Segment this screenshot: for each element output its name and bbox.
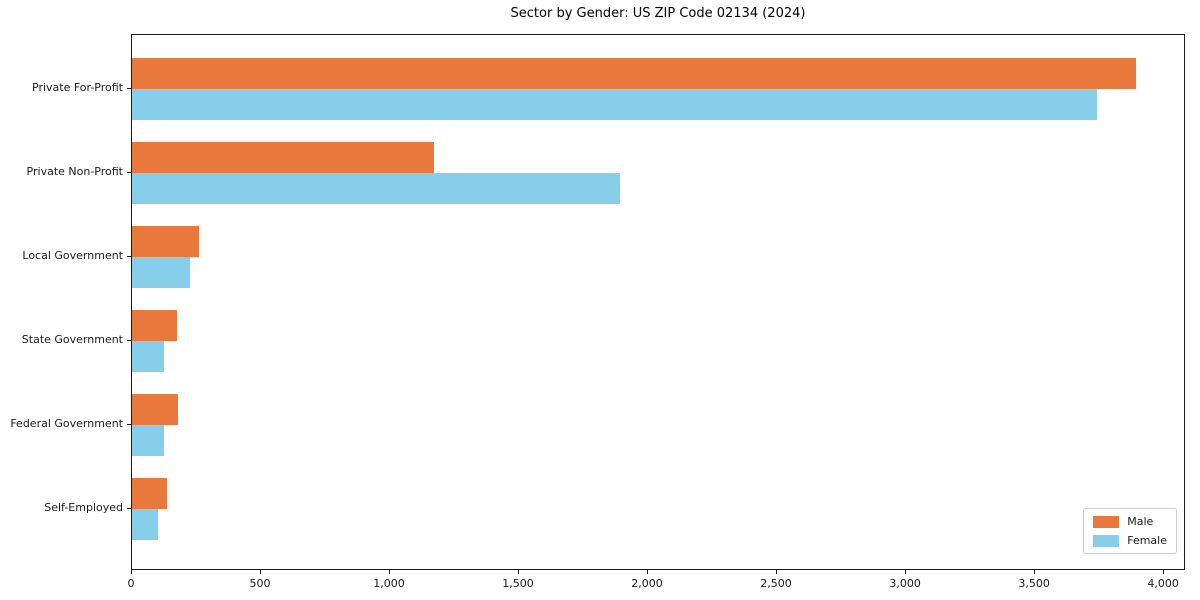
bar-male-local-government <box>132 226 200 257</box>
legend-swatch-male <box>1093 515 1120 528</box>
y-tick-label-private-non-profit: Private Non-Profit <box>26 165 123 178</box>
y-tick-label-local-government: Local Government <box>22 249 123 262</box>
bar-male-state-government <box>132 310 178 341</box>
y-tick-label-self-employed: Self-Employed <box>44 501 123 514</box>
legend-row-male: Male <box>1093 515 1167 528</box>
x-tick-mark <box>389 570 391 574</box>
bar-female-state-government <box>132 341 165 372</box>
x-tick-mark <box>776 570 778 574</box>
y-tick-mark <box>127 424 131 426</box>
x-tick-mark <box>1163 570 1165 574</box>
y-tick-mark <box>127 88 131 90</box>
bar-male-federal-government <box>132 394 179 425</box>
legend-label-male: Male <box>1127 515 1154 528</box>
x-tick-mark <box>905 570 907 574</box>
x-tick-label-3-500: 3,500 <box>1018 577 1050 590</box>
x-tick-mark <box>518 570 520 574</box>
chart-title: Sector by Gender: US ZIP Code 02134 (202… <box>510 6 806 21</box>
x-tick-label-3-000: 3,000 <box>889 577 921 590</box>
legend: Male Female <box>1083 508 1177 554</box>
x-tick-mark <box>131 570 133 574</box>
legend-row-female: Female <box>1093 534 1167 547</box>
y-tick-mark <box>127 340 131 342</box>
bar-male-private-for-profit <box>132 58 1136 89</box>
x-tick-label-2-500: 2,500 <box>760 577 792 590</box>
bar-female-local-government <box>132 257 191 288</box>
y-tick-label-state-government: State Government <box>21 333 123 346</box>
bar-female-federal-government <box>132 425 165 456</box>
y-tick-label-private-for-profit: Private For-Profit <box>32 81 123 94</box>
bar-male-private-non-profit <box>132 142 434 173</box>
bar-female-self-employed <box>132 509 158 540</box>
x-tick-label-1-500: 1,500 <box>502 577 534 590</box>
legend-swatch-female <box>1093 534 1120 547</box>
bar-male-self-employed <box>132 478 167 509</box>
y-tick-mark <box>127 172 131 174</box>
x-tick-label-0: 0 <box>127 577 135 590</box>
y-tick-mark <box>127 508 131 510</box>
y-tick-mark <box>127 256 131 258</box>
x-tick-mark <box>260 570 262 574</box>
x-tick-mark <box>647 570 649 574</box>
bar-female-private-non-profit <box>132 173 620 204</box>
plot-area: Male Female <box>131 34 1185 570</box>
legend-label-female: Female <box>1127 534 1167 547</box>
x-tick-label-4-000: 4,000 <box>1147 577 1179 590</box>
x-tick-label-1-000: 1,000 <box>373 577 405 590</box>
y-tick-label-federal-government: Federal Government <box>10 417 123 430</box>
x-tick-label-2-000: 2,000 <box>631 577 663 590</box>
bar-female-private-for-profit <box>132 89 1097 120</box>
x-tick-mark <box>1034 570 1036 574</box>
x-tick-label-500: 500 <box>249 577 271 590</box>
